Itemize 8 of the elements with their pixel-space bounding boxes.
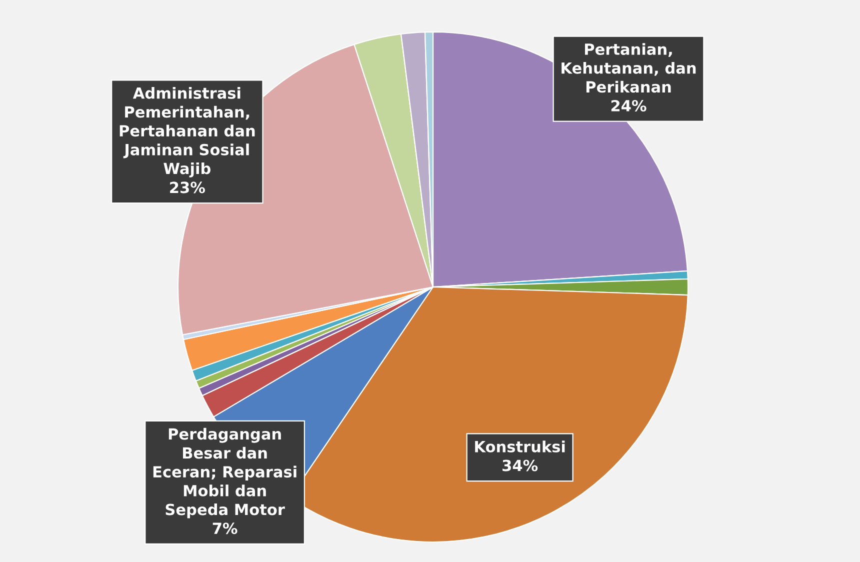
data-label: 23% [170, 182, 205, 194]
slice-label: Konstruksi [475, 440, 565, 452]
data-label: 34% [502, 460, 538, 472]
slice-label: Administrasi Pemerintahan, Pertahanan dan Jaminan Sosial Wajib [120, 87, 255, 178]
data-label: 7% [212, 522, 238, 534]
data-label: 24% [611, 100, 646, 112]
slice-label: Pertanian, Kehutanan, dan Perikanan [562, 43, 696, 93]
slice-label: Perdagangan Besar dan Eceran; Reparasi Mobil dan Sepeda Motor [153, 428, 296, 518]
